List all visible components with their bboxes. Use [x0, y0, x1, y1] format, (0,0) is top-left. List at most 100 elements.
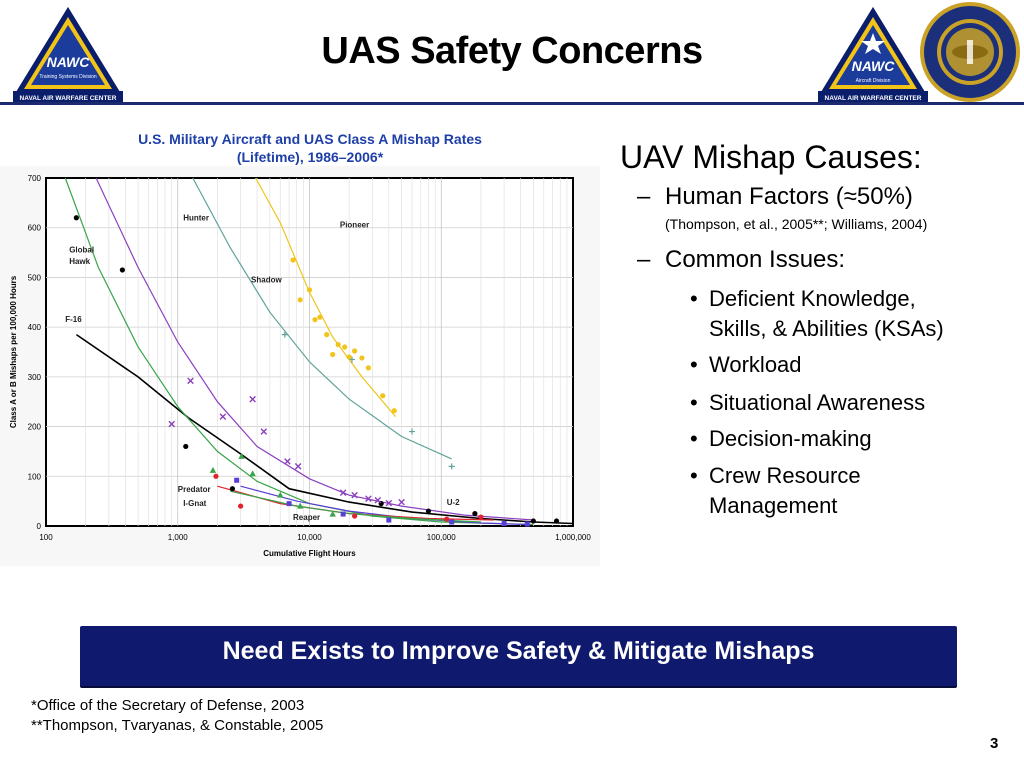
chart-title-line1: U.S. Military Aircraft and UAS Class A M… [138, 131, 482, 147]
point-global-hawk [183, 443, 189, 450]
sub-bullet-crm-line2: Management [709, 493, 838, 518]
y-tick-label: 0 [37, 522, 42, 531]
point-predator [524, 521, 530, 527]
point-hunter [398, 498, 405, 506]
footnote-2: **Thompson, Tvaryanas, & Constable, 2005 [31, 717, 324, 734]
sub-bullet-dot-1: • [690, 286, 698, 311]
point-reaper [297, 502, 304, 509]
point-shadow [281, 331, 288, 338]
curve-pioneer [255, 177, 397, 417]
footnote-1: *Office of the Secretary of Defense, 200… [31, 697, 305, 714]
chart-title-line2: (Lifetime), 1986–2006* [236, 149, 384, 165]
annotation-hawk: Hawk [69, 257, 90, 266]
banner-text: Need Exists to Improve Safety & Mitigate… [222, 637, 815, 665]
annotation-shadow: Shadow [251, 275, 282, 284]
x-tick-label: 100 [39, 533, 53, 542]
point-pioneer [352, 348, 358, 354]
bullet-dash-2: – [637, 246, 651, 273]
annotation-global: Global [69, 246, 94, 255]
y-tick-label: 500 [28, 273, 42, 282]
x-tick-label: 1,000 [168, 533, 189, 542]
y-tick-label: 700 [28, 174, 42, 183]
point-pioneer [359, 355, 365, 361]
x-tick-label: 100,000 [427, 533, 456, 542]
svg-text:Aircraft Division: Aircraft Division [856, 78, 891, 84]
point-pioneer [380, 393, 386, 399]
point-hunter [385, 499, 393, 507]
point-global-hawk [553, 518, 560, 524]
point-predator [501, 521, 507, 527]
mishap-rate-chart: 0 100 200 300 400 500 600 700 100 1,000 10,000 100,… [0, 166, 600, 566]
x-tick-label: 1,000,000 [555, 533, 591, 542]
point-global-hawk [229, 486, 236, 492]
point-hunter [219, 413, 227, 420]
point-hunter [294, 463, 302, 470]
svg-text:Training Systems Division: Training Systems Division [39, 74, 97, 80]
page-number: 3 [990, 735, 999, 752]
point-hunter [374, 496, 382, 504]
curve-global-hawk [64, 177, 534, 526]
point-global-hawk [73, 215, 79, 221]
point-i-gnat [478, 514, 484, 520]
chart-svg: 0 100 200 300 400 500 600 700 100 1,000 10,000 100,… [9, 174, 591, 558]
sub-bullet-ksas-line1: Deficient Knowledge, [709, 286, 916, 311]
point-shadow [348, 356, 355, 363]
curve-shadow [192, 177, 452, 460]
point-pioneer [342, 344, 348, 350]
y-tick-label: 400 [28, 323, 42, 332]
point-hunter [168, 420, 176, 428]
point-hunter [365, 495, 372, 502]
point-shadow [409, 428, 416, 435]
call-to-action-banner [80, 626, 957, 686]
point-reaper [329, 510, 336, 517]
curve-hunter [95, 177, 534, 521]
svg-text:NAWC: NAWC [47, 54, 91, 70]
bullet-dash-1: – [637, 183, 651, 210]
point-reaper [209, 466, 217, 473]
annotation-hunter: Hunter [183, 213, 209, 222]
sub-bullet-decision-making: Decision-making [709, 426, 872, 451]
point-pioneer [335, 341, 341, 348]
annotation-u-2: U-2 [447, 498, 460, 507]
slide-title: UAS Safety Concerns [321, 30, 703, 72]
curve-predator [240, 485, 528, 526]
point-hunter [187, 377, 194, 385]
bullet-human-factors-citation: (Thompson, et al., 2005**; Williams, 200… [665, 216, 928, 232]
x-axis-label: Cumulative Flight Hours [263, 549, 356, 558]
point-pioneer [317, 314, 323, 320]
point-reaper [249, 470, 256, 477]
annotation-f-16: F-16 [65, 315, 82, 324]
sub-bullet-dot-2: • [690, 352, 698, 377]
navair-seal-logo [918, 2, 1022, 102]
sub-bullet-situational-awareness: Situational Awareness [709, 390, 926, 415]
point-predator [286, 501, 292, 507]
sub-bullet-dot-4: • [690, 426, 698, 451]
svg-text:NAWC: NAWC [852, 58, 896, 74]
point-reaper [238, 452, 245, 459]
title-divider [0, 102, 1024, 105]
bullet-common-issues: Common Issues: [665, 246, 846, 273]
y-tick-label: 100 [28, 472, 42, 481]
point-pioneer [297, 297, 303, 303]
annotation-i-gnat: I-Gnat [183, 499, 206, 508]
point-global-hawk [119, 267, 125, 273]
annotation-pioneer: Pioneer [340, 221, 369, 230]
point-pioneer [346, 354, 352, 360]
point-shadow [448, 463, 455, 470]
curve-f-16 [75, 333, 574, 525]
y-tick-label: 600 [28, 224, 42, 233]
sub-bullet-workload: Workload [709, 352, 802, 377]
point-pioneer [324, 332, 330, 338]
point-pioneer [312, 317, 318, 323]
point-pioneer [290, 257, 296, 263]
x-tick-label: 10,000 [297, 533, 322, 542]
point-pioneer [365, 365, 372, 371]
point-predator [449, 519, 455, 525]
sub-bullet-crm-line1: Crew Resource [709, 463, 861, 488]
point-predator [340, 511, 346, 517]
sub-bullet-ksas-line2: Skills, & Abilities (KSAs) [709, 316, 944, 341]
curve-reaper [230, 490, 481, 523]
point-i-gnat [238, 503, 244, 509]
point-pioneer [391, 408, 397, 414]
y-tick-label: 300 [28, 373, 42, 382]
